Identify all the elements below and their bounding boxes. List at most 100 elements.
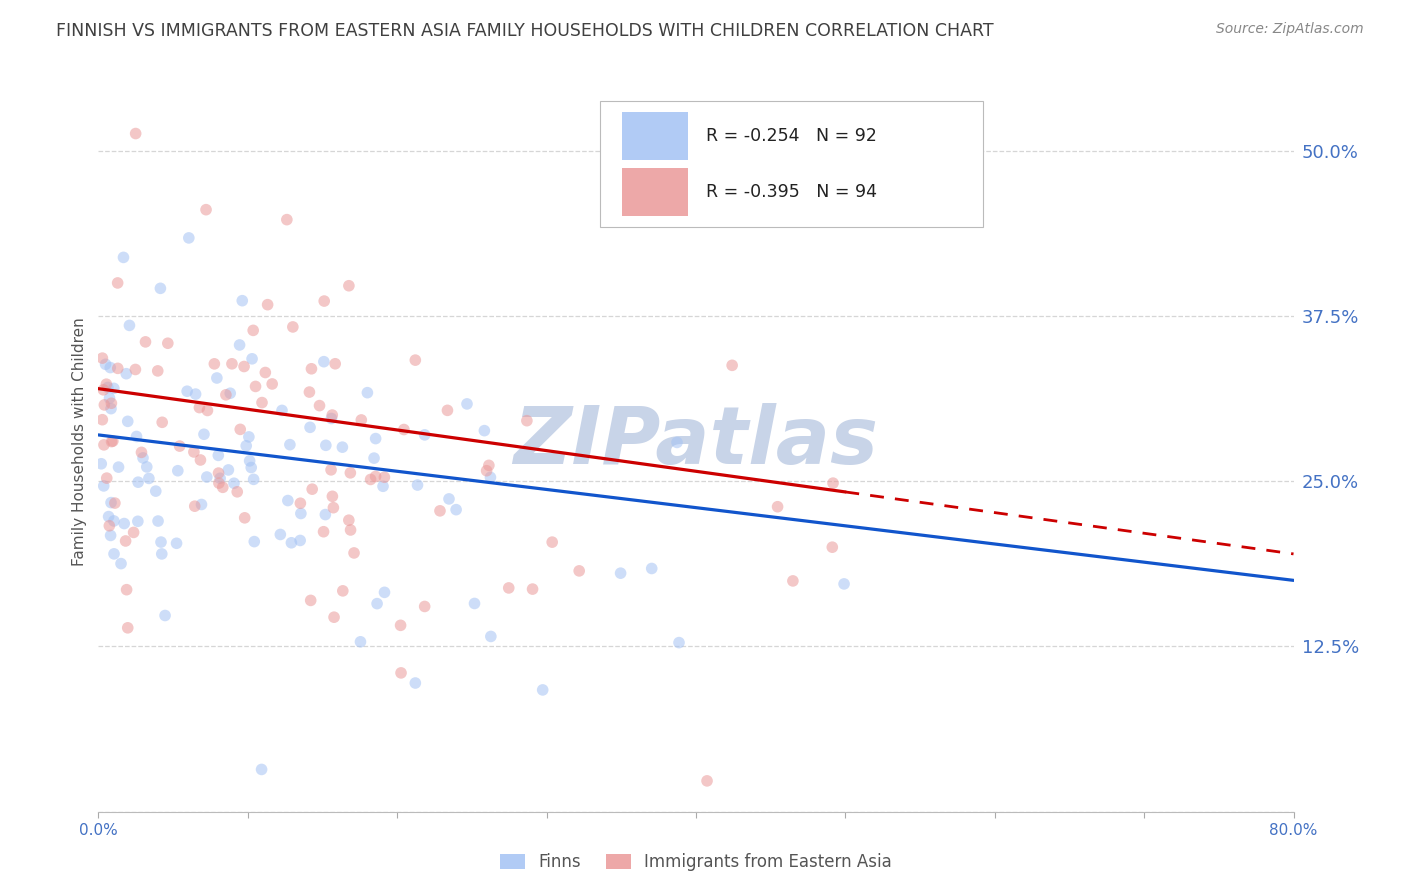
Point xyxy=(363,451,385,466)
Point xyxy=(207,466,229,480)
Point xyxy=(228,338,250,352)
Point xyxy=(436,403,458,417)
Text: FINNISH VS IMMIGRANTS FROM EASTERN ASIA FAMILY HOUSEHOLDS WITH CHILDREN CORRELAT: FINNISH VS IMMIGRANTS FROM EASTERN ASIA … xyxy=(56,22,994,40)
Point xyxy=(117,414,139,428)
Point xyxy=(668,635,690,649)
Point xyxy=(103,547,125,561)
Point xyxy=(195,470,218,484)
Point xyxy=(437,491,460,506)
Point xyxy=(475,464,498,478)
Point xyxy=(96,471,118,485)
Point xyxy=(107,361,129,376)
Text: R = -0.254   N = 92: R = -0.254 N = 92 xyxy=(706,128,876,145)
Point xyxy=(131,445,153,459)
Point xyxy=(100,401,122,416)
Point xyxy=(115,367,138,381)
Point xyxy=(184,499,207,513)
Point xyxy=(821,476,844,491)
Point xyxy=(350,413,373,427)
Point xyxy=(150,535,173,549)
Point xyxy=(205,371,228,385)
Point xyxy=(389,618,412,632)
Point xyxy=(190,453,212,467)
Point xyxy=(96,377,118,392)
Point xyxy=(146,514,169,528)
Point xyxy=(190,498,212,512)
Point xyxy=(479,470,502,484)
Point xyxy=(235,439,257,453)
Point xyxy=(271,403,294,417)
Point xyxy=(373,470,395,484)
Point xyxy=(429,504,451,518)
Point xyxy=(392,423,415,437)
Point xyxy=(321,489,343,503)
Point xyxy=(463,597,485,611)
Point xyxy=(197,403,219,417)
Point xyxy=(240,460,263,475)
Point xyxy=(389,665,412,680)
Point xyxy=(104,496,127,510)
Point xyxy=(91,351,114,365)
Point xyxy=(413,599,436,614)
Point xyxy=(312,524,335,539)
Point xyxy=(229,422,252,436)
Point xyxy=(101,434,124,448)
Point xyxy=(134,334,156,349)
Point xyxy=(150,547,173,561)
Point xyxy=(301,361,323,376)
Point xyxy=(115,582,138,597)
Point xyxy=(319,463,342,477)
Point xyxy=(254,366,277,380)
Point xyxy=(217,463,239,477)
Point xyxy=(666,435,689,450)
Point xyxy=(117,621,139,635)
Point xyxy=(364,432,387,446)
Point xyxy=(323,357,346,371)
Point xyxy=(339,466,361,480)
Point xyxy=(211,480,233,494)
Point xyxy=(276,212,298,227)
Point xyxy=(132,450,155,465)
Point xyxy=(323,610,346,624)
Point xyxy=(373,585,395,599)
Point xyxy=(312,354,335,368)
Point xyxy=(118,318,141,333)
Point xyxy=(299,420,322,434)
Point xyxy=(124,362,146,376)
Point xyxy=(125,429,148,443)
Point xyxy=(221,357,243,371)
Point xyxy=(531,682,554,697)
Point xyxy=(188,401,211,415)
Point xyxy=(135,459,157,474)
Point xyxy=(233,511,256,525)
Point xyxy=(277,493,299,508)
Point xyxy=(222,476,245,491)
Point xyxy=(207,449,229,463)
Point xyxy=(250,763,273,777)
Point xyxy=(641,561,664,575)
Point xyxy=(337,513,360,527)
Point xyxy=(90,457,112,471)
Point xyxy=(138,471,160,485)
Point xyxy=(782,574,804,588)
Point xyxy=(93,398,115,412)
Point xyxy=(94,357,117,371)
Point xyxy=(696,773,718,788)
Point xyxy=(360,473,382,487)
Point xyxy=(321,411,343,425)
Point xyxy=(103,381,125,395)
Point xyxy=(242,472,264,486)
Point xyxy=(202,357,225,371)
FancyBboxPatch shape xyxy=(621,112,688,161)
Point xyxy=(98,360,121,375)
Point xyxy=(766,500,789,514)
Point xyxy=(240,351,263,366)
Point xyxy=(243,534,266,549)
FancyBboxPatch shape xyxy=(600,101,983,227)
Legend: Finns, Immigrants from Eastern Asia: Finns, Immigrants from Eastern Asia xyxy=(494,847,898,878)
Point xyxy=(269,527,291,541)
Point xyxy=(298,385,321,400)
Point xyxy=(169,439,191,453)
Point xyxy=(479,630,502,644)
Point xyxy=(281,320,304,334)
